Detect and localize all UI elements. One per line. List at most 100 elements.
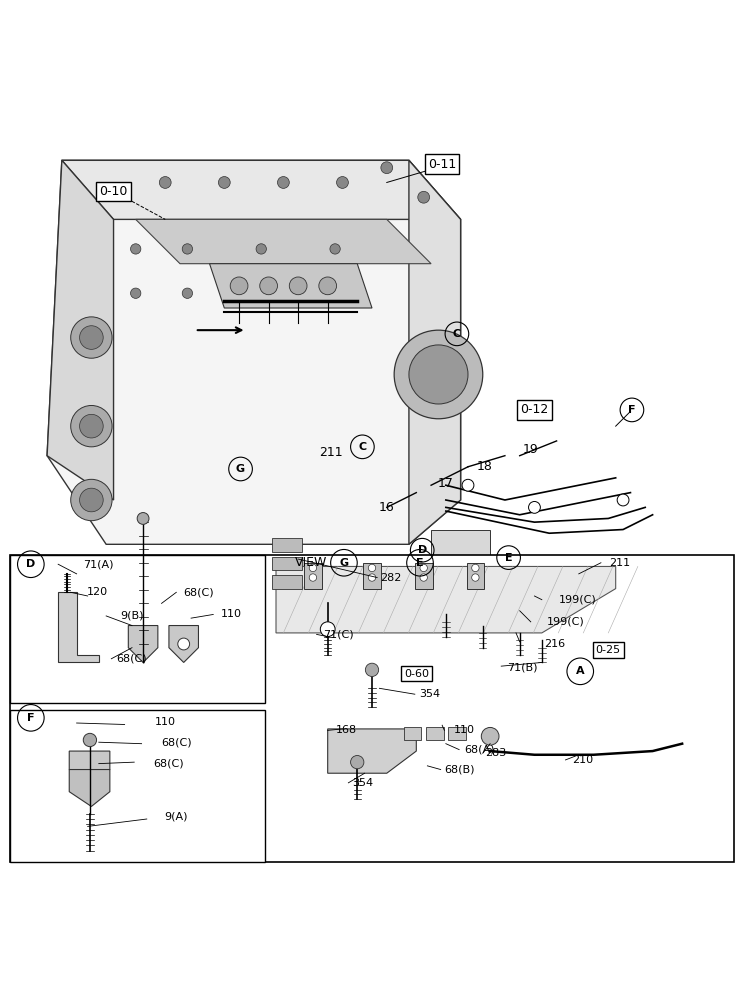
Bar (404, 727, 421, 740)
Text: 9(A): 9(A) (164, 811, 188, 821)
Bar (415, 563, 432, 589)
Bar (272, 557, 302, 570)
Circle shape (260, 277, 278, 295)
Text: 16: 16 (379, 501, 394, 514)
Text: 199(C): 199(C) (547, 617, 584, 627)
Text: G: G (236, 464, 245, 474)
Polygon shape (62, 160, 461, 219)
Bar (304, 563, 322, 589)
Circle shape (159, 177, 171, 188)
Polygon shape (210, 264, 372, 308)
Bar (363, 563, 381, 589)
Circle shape (381, 162, 393, 174)
Text: F: F (27, 713, 34, 723)
Bar (426, 727, 443, 740)
Text: D: D (26, 559, 36, 569)
Text: 110: 110 (454, 725, 475, 735)
Text: 168: 168 (336, 725, 356, 735)
Text: 211: 211 (320, 446, 343, 459)
Circle shape (83, 733, 97, 747)
Text: D: D (417, 545, 427, 555)
Text: 110: 110 (221, 609, 243, 619)
Circle shape (420, 574, 427, 581)
Circle shape (336, 177, 348, 188)
Text: C: C (359, 442, 367, 452)
Circle shape (330, 244, 340, 254)
Text: E: E (416, 558, 424, 568)
Polygon shape (409, 160, 461, 544)
Polygon shape (47, 160, 114, 500)
Circle shape (230, 277, 248, 295)
Bar (466, 563, 484, 589)
Circle shape (472, 564, 479, 572)
Text: 68(C): 68(C) (153, 759, 185, 769)
Polygon shape (69, 751, 110, 784)
Circle shape (319, 277, 336, 295)
Text: 68(C): 68(C) (161, 737, 192, 747)
Polygon shape (276, 566, 616, 633)
Text: 68(A): 68(A) (464, 745, 494, 755)
Circle shape (481, 727, 499, 745)
Text: 68(C): 68(C) (117, 654, 147, 664)
Text: 71(B): 71(B) (507, 663, 537, 673)
Text: 216: 216 (545, 639, 565, 649)
Text: 0-10: 0-10 (100, 185, 128, 198)
Text: 9(B): 9(B) (121, 611, 144, 621)
Polygon shape (47, 160, 461, 544)
Circle shape (71, 405, 112, 447)
Polygon shape (431, 530, 490, 559)
Text: 68(C): 68(C) (183, 587, 214, 597)
Text: 110: 110 (155, 717, 176, 727)
Text: G: G (339, 558, 348, 568)
Circle shape (256, 244, 266, 254)
Text: 71(A): 71(A) (83, 559, 114, 569)
Circle shape (418, 191, 429, 203)
Text: 19: 19 (523, 443, 539, 456)
Circle shape (182, 244, 193, 254)
Text: 283: 283 (485, 748, 507, 758)
Circle shape (182, 288, 193, 298)
Bar (272, 575, 302, 589)
Bar (10, 555, 265, 703)
Circle shape (394, 330, 483, 419)
Text: 210: 210 (572, 755, 593, 765)
Polygon shape (135, 219, 431, 264)
Text: 120: 120 (87, 587, 108, 597)
Circle shape (178, 638, 190, 650)
Text: 17: 17 (438, 477, 454, 490)
Circle shape (71, 317, 112, 358)
Circle shape (310, 564, 317, 572)
Circle shape (80, 326, 103, 349)
Text: 354: 354 (419, 689, 440, 699)
Text: 0-60: 0-60 (404, 669, 429, 679)
Circle shape (321, 622, 335, 637)
Bar (448, 727, 466, 740)
Text: F: F (628, 405, 635, 415)
Circle shape (310, 574, 317, 581)
Text: 0-11: 0-11 (428, 158, 456, 171)
Bar (10, 555, 734, 862)
Polygon shape (58, 592, 99, 662)
Text: 68(B): 68(B) (444, 765, 475, 775)
Circle shape (80, 488, 103, 512)
Circle shape (130, 288, 141, 298)
Text: 0-12: 0-12 (520, 403, 548, 416)
Circle shape (80, 414, 103, 438)
Text: A: A (576, 666, 585, 676)
Polygon shape (327, 729, 417, 773)
Bar (10, 710, 265, 862)
Circle shape (278, 177, 289, 188)
Polygon shape (69, 770, 110, 806)
Circle shape (472, 574, 479, 581)
Circle shape (350, 756, 364, 769)
Circle shape (409, 345, 468, 404)
Text: 0-25: 0-25 (596, 645, 620, 655)
Circle shape (219, 177, 230, 188)
Circle shape (130, 244, 141, 254)
Polygon shape (128, 626, 158, 662)
Text: 211: 211 (609, 558, 630, 568)
Text: 199(C): 199(C) (559, 595, 596, 605)
Bar (272, 538, 302, 552)
Circle shape (137, 513, 149, 524)
Text: 18: 18 (476, 460, 493, 473)
